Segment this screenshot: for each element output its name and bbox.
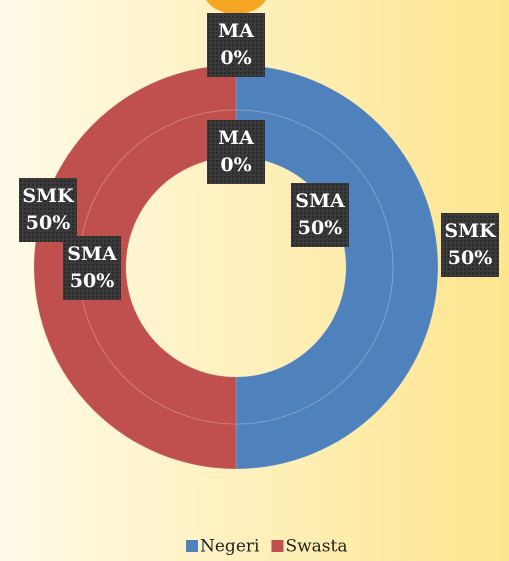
slice [78, 109, 237, 425]
rings [33, 64, 439, 470]
label-value: 0% [220, 47, 251, 69]
label-value: 50% [448, 247, 493, 269]
legend-swatch [271, 540, 284, 552]
label-name: SMK [444, 220, 497, 242]
label-box [441, 213, 499, 277]
label-box [63, 236, 121, 300]
label-name: SMA [67, 243, 117, 265]
label-box [291, 183, 349, 247]
label-name: MA [218, 20, 254, 42]
label-name: SMK [22, 185, 75, 207]
label-box [207, 13, 265, 77]
decoration [206, 0, 266, 14]
label-value: 50% [26, 212, 71, 234]
legend: Negeri Swasta [186, 537, 347, 557]
label-name: SMA [295, 190, 345, 212]
legend-swatch [186, 540, 198, 552]
label-value: 50% [298, 217, 343, 239]
label-value: 50% [70, 270, 115, 292]
label-box [207, 120, 265, 184]
data-labels: SMK 50% SMK 50% SMA 50% SMA 50% MA 0% MA 0% [19, 13, 499, 300]
legend-label: Swasta [285, 537, 347, 557]
label-value: 0% [220, 154, 251, 176]
legend-label: Negeri [200, 537, 260, 557]
slice [235, 64, 439, 470]
label-name: MA [218, 127, 254, 149]
label-box [19, 178, 77, 242]
